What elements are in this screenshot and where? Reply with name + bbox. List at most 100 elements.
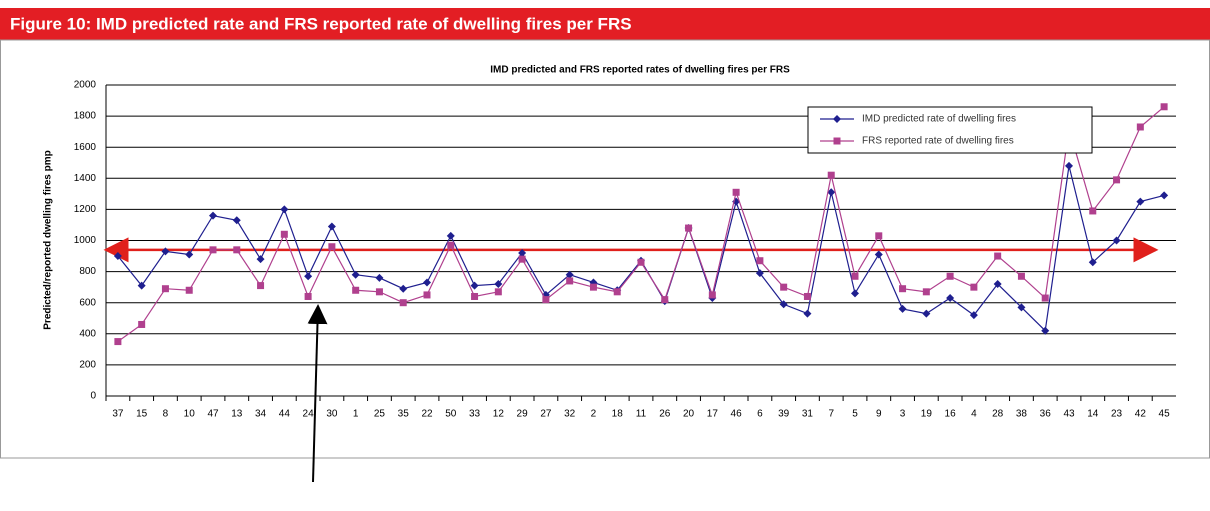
data-point	[161, 285, 169, 293]
data-point	[874, 250, 883, 259]
x-tick-label: 7	[828, 409, 834, 420]
x-tick-label: 20	[683, 409, 695, 420]
data-point	[257, 282, 265, 290]
x-tick-label: 12	[493, 409, 505, 420]
data-point	[447, 241, 455, 249]
data-point	[780, 283, 788, 291]
x-tick-label: 34	[255, 409, 267, 420]
x-tick-label: 33	[469, 409, 481, 420]
legend-marker	[833, 115, 841, 123]
data-point	[1136, 197, 1145, 206]
data-point	[708, 291, 716, 299]
x-tick-label: 42	[1135, 409, 1147, 420]
data-point	[1160, 191, 1169, 200]
data-point	[1089, 207, 1097, 215]
data-point	[542, 296, 550, 304]
data-point	[256, 255, 265, 264]
figure-title: Figure 10: IMD predicted rate and FRS re…	[10, 14, 632, 33]
data-point	[827, 171, 835, 179]
data-point	[280, 205, 289, 214]
data-point	[613, 288, 621, 296]
data-point	[946, 294, 955, 303]
data-point	[827, 188, 836, 197]
x-tick-label: 25	[374, 409, 386, 420]
x-tick-label: 24	[303, 409, 315, 420]
x-tick-label: 46	[731, 409, 743, 420]
x-tick-label: 13	[231, 409, 243, 420]
data-point	[351, 270, 360, 279]
data-point	[946, 272, 954, 280]
data-point	[328, 243, 336, 251]
x-tick-label: 45	[1159, 409, 1171, 420]
x-tick-label: 26	[659, 409, 671, 420]
legend-marker	[833, 137, 841, 145]
x-tick-label: 22	[421, 409, 433, 420]
legend-label: IMD predicted rate of dwelling fires	[862, 114, 1016, 125]
x-tick-label: 38	[1016, 409, 1028, 420]
data-point	[233, 246, 241, 254]
data-point	[875, 232, 883, 240]
data-point	[755, 269, 764, 278]
data-point	[851, 289, 859, 298]
data-point	[1017, 303, 1026, 312]
x-tick-label: 29	[517, 409, 529, 420]
x-tick-label: 1	[353, 409, 359, 420]
data-point	[209, 211, 217, 220]
x-tick-label: 8	[163, 409, 169, 420]
data-point	[446, 231, 455, 240]
x-tick-label: 15	[136, 409, 148, 420]
x-tick-label: 37	[112, 409, 124, 420]
x-tick-label: 31	[802, 409, 814, 420]
data-point	[1136, 123, 1144, 131]
y-tick-label: 1000	[74, 235, 97, 246]
x-tick-label: 50	[445, 409, 457, 420]
data-point	[1041, 326, 1050, 335]
x-tick-label: 44	[279, 409, 291, 420]
x-tick-label: 32	[564, 409, 576, 420]
data-point	[803, 292, 811, 300]
data-point	[1088, 258, 1097, 267]
data-point	[1017, 272, 1025, 280]
data-point	[161, 247, 170, 256]
y-tick-label: 1600	[74, 142, 97, 153]
data-point	[232, 216, 241, 225]
x-tick-label: 2	[591, 409, 597, 420]
x-tick-label: 39	[778, 409, 790, 420]
data-point	[565, 270, 574, 279]
data-point	[138, 320, 146, 328]
x-tick-label: 17	[707, 409, 719, 420]
data-point	[566, 277, 574, 285]
y-tick-label: 0	[90, 391, 96, 402]
x-tick-label: 43	[1063, 409, 1075, 420]
x-tick-label: 18	[612, 409, 624, 420]
data-point	[185, 286, 193, 294]
x-tick-label: 19	[921, 409, 933, 420]
x-tick-label: 47	[207, 409, 219, 420]
data-point	[327, 222, 336, 231]
x-tick-label: 10	[184, 409, 196, 420]
data-point	[661, 296, 669, 304]
legend-label: FRS reported rate of dwelling fires	[862, 136, 1014, 147]
x-tick-label: 3	[900, 409, 906, 420]
series-line	[117, 165, 1165, 332]
y-tick-label: 1800	[74, 111, 97, 122]
data-point	[304, 292, 312, 300]
y-tick-label: 800	[79, 266, 96, 277]
x-tick-label: 28	[992, 409, 1004, 420]
data-point	[518, 248, 527, 257]
data-point	[969, 311, 978, 320]
x-tick-label: 23	[1111, 409, 1123, 420]
data-point	[922, 288, 930, 296]
data-point	[137, 281, 146, 290]
data-point	[471, 292, 479, 300]
data-point	[423, 278, 431, 287]
data-point	[470, 281, 479, 290]
x-tick-label: 4	[971, 409, 977, 420]
y-tick-label: 600	[79, 297, 96, 308]
x-tick-label: 36	[1040, 409, 1052, 420]
data-point	[1113, 176, 1121, 184]
x-tick-label: 11	[636, 409, 647, 420]
y-tick-label: 400	[79, 328, 96, 339]
x-tick-label: 6	[757, 409, 763, 420]
